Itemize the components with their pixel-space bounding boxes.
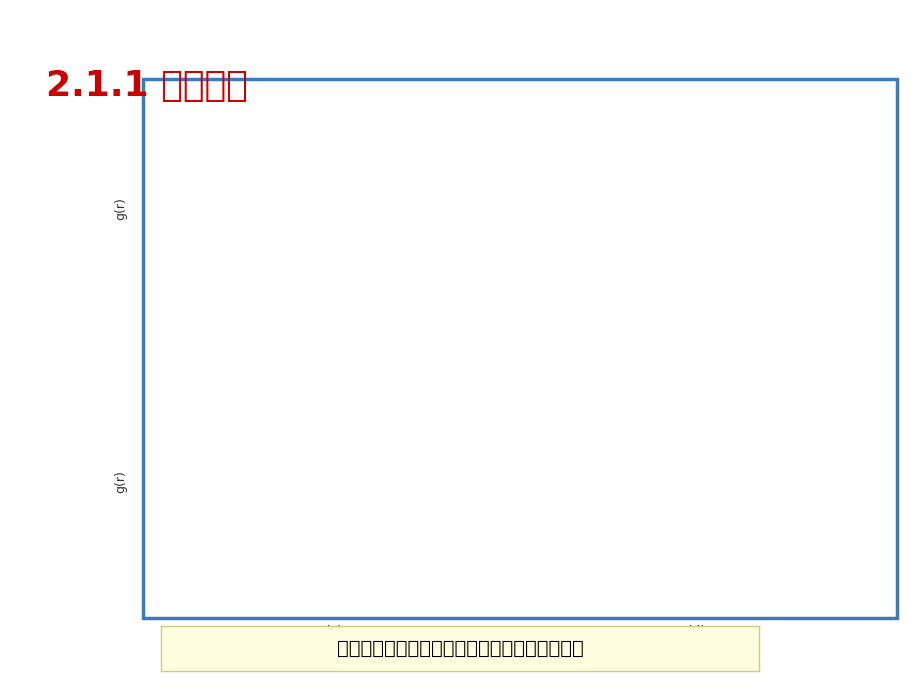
Text: g(r): g(r)	[115, 470, 128, 493]
Text: 0: 0	[147, 313, 153, 323]
Text: g(r): g(r)	[115, 197, 128, 220]
Text: g(r): g(r)	[478, 470, 491, 493]
Text: r: r	[863, 584, 868, 598]
Text: $r_1$: $r_1$	[560, 331, 572, 345]
Text: 2: 2	[147, 126, 153, 136]
Text: 晶体: 晶体	[726, 402, 744, 416]
Text: 液体: 液体	[726, 129, 744, 144]
Text: 0: 0	[147, 586, 153, 595]
Text: $r_1$: $r_1$	[573, 603, 584, 618]
Text: 1: 1	[147, 504, 153, 513]
Text: (c): (c)	[323, 624, 343, 638]
Text: g(r): g(r)	[478, 197, 491, 220]
Text: (b): (b)	[686, 352, 706, 366]
Text: (a): (a)	[323, 352, 343, 366]
Text: 气体、固体、液体和非晶态材料的双体分布函数: 气体、固体、液体和非晶态材料的双体分布函数	[336, 639, 583, 658]
Text: $a_0$: $a_0$	[234, 331, 249, 344]
Text: 2: 2	[510, 126, 516, 136]
Text: (d): (d)	[686, 624, 706, 638]
Text: 1: 1	[510, 529, 516, 539]
Text: 气体: 气体	[363, 129, 381, 144]
Text: $r_1$: $r_1$	[197, 603, 209, 618]
Text: 0: 0	[510, 313, 516, 323]
Text: 2: 2	[147, 426, 153, 435]
Text: 2.1.1 液态结构: 2.1.1 液态结构	[46, 69, 247, 103]
Text: 非晶体: 非晶体	[358, 402, 386, 416]
Text: r: r	[863, 312, 868, 325]
Text: r: r	[500, 584, 505, 598]
Text: 0: 0	[510, 586, 516, 595]
Text: 1: 1	[510, 217, 516, 228]
Text: 2: 2	[510, 476, 516, 486]
Text: 1: 1	[147, 217, 153, 228]
Text: r: r	[500, 312, 505, 325]
